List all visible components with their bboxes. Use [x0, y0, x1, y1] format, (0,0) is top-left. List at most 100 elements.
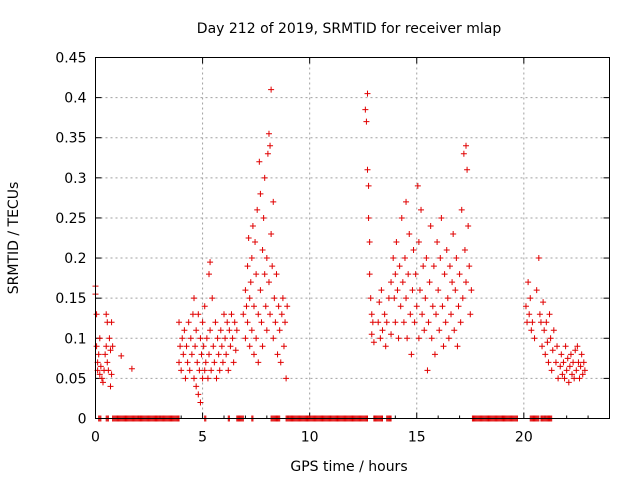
- data-point: [225, 367, 232, 374]
- data-point: [547, 335, 554, 342]
- data-point: [263, 327, 270, 334]
- data-point: [274, 351, 281, 358]
- data-point: [419, 311, 426, 318]
- data-point: [403, 295, 410, 302]
- data-point: [415, 335, 422, 342]
- data-point: [398, 214, 405, 221]
- data-point: [449, 279, 456, 286]
- data-point: [185, 319, 192, 326]
- data-point: [181, 327, 188, 334]
- data-point: [416, 287, 423, 294]
- data-point: [524, 319, 531, 326]
- data-point: [259, 343, 266, 350]
- data-point: [248, 327, 255, 334]
- data-point: [209, 295, 216, 302]
- data-point: [108, 319, 115, 326]
- data-point: [244, 263, 251, 270]
- data-point: [376, 299, 383, 306]
- data-point: [230, 359, 237, 366]
- data-point: [436, 327, 443, 334]
- data-point: [455, 303, 462, 310]
- data-point: [410, 247, 417, 254]
- data-point: [201, 303, 208, 310]
- data-point: [377, 335, 384, 342]
- data-point: [203, 335, 210, 342]
- x-tick-label: 10: [301, 430, 319, 446]
- data-point: [464, 166, 471, 173]
- data-point: [243, 303, 250, 310]
- data-point: [405, 271, 412, 278]
- data-point: [544, 339, 551, 346]
- data-point: [228, 311, 235, 318]
- y-tick-label: 0.3: [64, 171, 86, 187]
- data-point: [577, 363, 584, 370]
- y-tick-label: 0: [78, 412, 87, 428]
- data-point: [540, 299, 547, 306]
- data-point: [187, 335, 194, 342]
- y-tick-label: 0.2: [64, 251, 86, 267]
- data-point: [106, 335, 113, 342]
- data-point: [396, 263, 403, 270]
- data-point: [250, 303, 257, 310]
- x-tick-label: 20: [515, 430, 533, 446]
- data-point: [535, 255, 542, 262]
- data-point: [392, 319, 399, 326]
- data-point: [267, 142, 274, 149]
- data-point: [579, 371, 586, 378]
- y-tick-label: 0.25: [55, 211, 86, 227]
- data-point: [202, 359, 209, 366]
- data-point: [279, 295, 286, 302]
- data-point: [369, 319, 376, 326]
- data-point: [446, 263, 453, 270]
- data-point: [118, 352, 125, 359]
- data-point: [240, 311, 247, 318]
- data-point: [196, 367, 203, 374]
- data-point: [526, 311, 533, 318]
- data-point: [233, 327, 240, 334]
- data-point: [219, 359, 226, 366]
- data-point: [443, 247, 450, 254]
- data-points: [92, 86, 588, 422]
- data-point: [457, 319, 464, 326]
- y-tick-label: 0.4: [64, 91, 86, 107]
- data-point: [412, 271, 419, 278]
- data-point: [180, 351, 187, 358]
- data-point: [258, 319, 265, 326]
- data-point: [242, 287, 249, 294]
- data-point: [178, 367, 185, 374]
- data-point: [394, 287, 401, 294]
- data-point: [434, 239, 441, 246]
- data-point: [536, 311, 543, 318]
- data-point: [176, 359, 183, 366]
- data-point: [256, 158, 263, 165]
- data-point: [461, 247, 468, 254]
- data-point: [546, 311, 553, 318]
- data-point: [368, 311, 375, 318]
- data-point: [581, 367, 588, 374]
- data-point: [418, 206, 425, 213]
- data-point: [370, 339, 377, 346]
- data-point: [569, 371, 576, 378]
- data-point: [564, 355, 571, 362]
- data-point: [576, 375, 583, 382]
- data-point: [555, 375, 562, 382]
- data-point: [179, 335, 186, 342]
- data-point: [454, 343, 461, 350]
- data-point: [195, 391, 202, 398]
- data-point: [109, 343, 116, 350]
- data-point: [222, 335, 229, 342]
- data-point: [221, 311, 227, 318]
- data-point: [399, 279, 406, 286]
- data-point: [439, 303, 446, 310]
- data-point: [438, 214, 445, 221]
- data-point: [207, 327, 214, 334]
- data-point: [364, 166, 371, 173]
- data-point: [268, 230, 275, 237]
- data-point: [442, 319, 449, 326]
- data-point: [108, 371, 115, 378]
- data-point: [265, 130, 272, 137]
- data-point: [93, 343, 100, 350]
- data-point: [212, 319, 219, 326]
- grid: [95, 57, 610, 419]
- data-point: [561, 375, 568, 382]
